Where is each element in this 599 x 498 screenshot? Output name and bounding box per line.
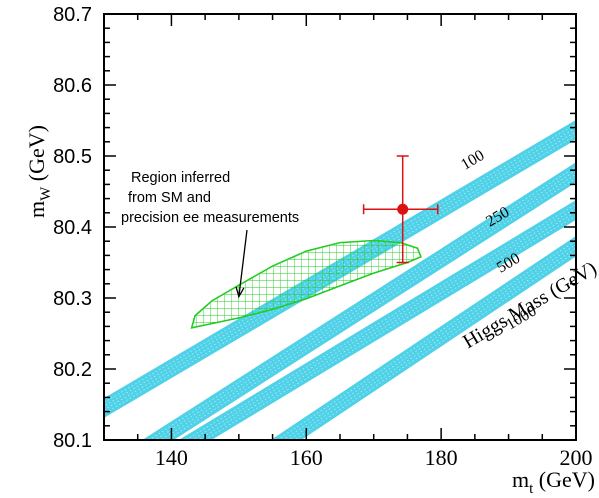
y-tick-label: 80.1: [53, 430, 92, 452]
sm-region-layer: [190, 239, 422, 329]
y-tick-label: 80.2: [53, 359, 92, 381]
x-tick-label: 200: [560, 445, 593, 470]
annotation-arrow-shaft: [238, 229, 248, 297]
y-tick-label: 80.4: [53, 217, 92, 239]
measurement-layer: [362, 155, 439, 264]
sm-region-annotation: Region inferred from SM and precision ee…: [121, 170, 299, 299]
x-tick-label: 180: [425, 445, 458, 470]
higgs-band-hatch: [148, 166, 576, 440]
y-tick-label: 80.6: [53, 75, 92, 97]
y-tick-label: 80.3: [53, 288, 92, 310]
y-axis-label: mW (GeV): [24, 125, 54, 218]
y-tick-label: 80.7: [53, 4, 92, 26]
higgs-band-hatch: [288, 247, 576, 440]
x-axis-ticks: 140 160 180 200: [103, 14, 593, 470]
y-tick-label: 80.5: [53, 146, 92, 168]
x-axis-label: mt (GeV): [512, 467, 595, 497]
higgs-band-hatch: [104, 123, 576, 404]
higgs-band-500: [178, 200, 576, 440]
band-label-100: 100: [458, 147, 487, 174]
higgs-band-1000: [270, 235, 576, 440]
annotation-line-3: precision ee measurements: [121, 210, 299, 226]
annotation-line-1: Region inferred: [131, 170, 230, 186]
higgs-band-hatch: [184, 203, 576, 440]
sm-region: [190, 239, 422, 329]
measurement-point: [397, 203, 409, 215]
higgs-band-hatch: [166, 177, 576, 440]
x-tick-label: 140: [155, 445, 188, 470]
y-axis-ticks: 80.1 80.2 80.3 80.4 80.5 80.6 80.7: [53, 4, 576, 452]
annotation-arrow-head: [235, 286, 245, 299]
annotation-arrow: [235, 229, 248, 299]
higgs-band-hatch: [160, 173, 576, 440]
x-tick-label: 160: [290, 445, 323, 470]
annotation-line-2: from SM and: [128, 190, 211, 206]
